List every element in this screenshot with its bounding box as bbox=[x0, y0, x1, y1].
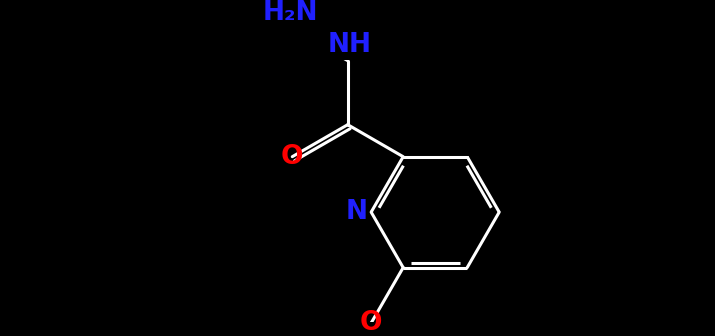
Text: O: O bbox=[281, 144, 304, 170]
Text: N: N bbox=[345, 199, 368, 225]
Text: NH: NH bbox=[327, 32, 371, 57]
Text: O: O bbox=[360, 310, 383, 336]
Text: H₂N: H₂N bbox=[263, 0, 318, 26]
